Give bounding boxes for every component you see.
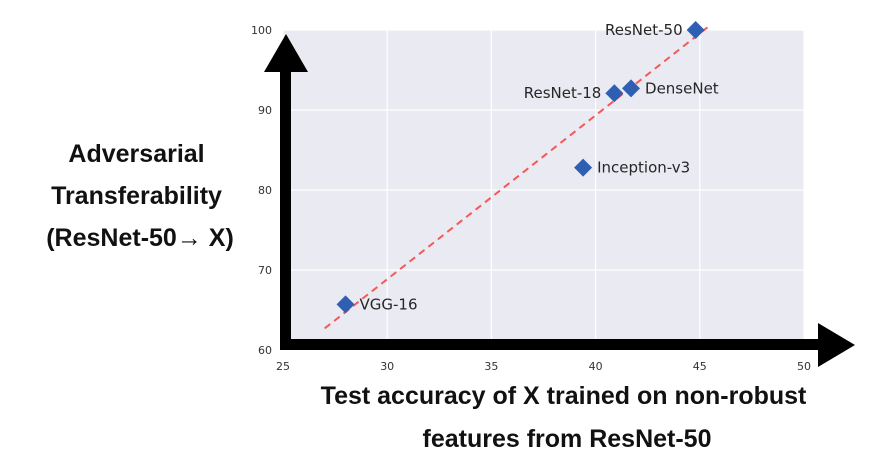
data-point-marker xyxy=(574,158,593,177)
x-tick-label: 40 xyxy=(589,360,603,373)
y-axis-title-line-2: Transferability xyxy=(51,182,222,210)
data-point-marker xyxy=(605,84,624,103)
x-axis-arrow xyxy=(280,323,855,367)
y-axis-title-line-1: Adversarial xyxy=(68,140,204,168)
data-point-marker xyxy=(622,79,641,98)
data-point-label: Inception-v3 xyxy=(597,159,690,177)
y-axis-title-line-3: (ResNet-50→ X) xyxy=(46,224,234,252)
x-axis-title-line-1: Test accuracy of X trained on non-robust xyxy=(321,382,807,410)
data-point-labels: VGG-16 Inception-v3 ResNet-18 DenseNet ResNe… xyxy=(360,21,719,313)
x-axis-title-line-2: features from ResNet-50 xyxy=(423,425,712,453)
y-tick-label: 70 xyxy=(258,264,272,277)
tick-labels: 25 30 35 40 45 50 60 70 80 90 100 xyxy=(251,24,811,373)
y-tick-label: 90 xyxy=(258,104,272,117)
data-point-label: ResNet-50 xyxy=(605,21,683,39)
data-points xyxy=(336,21,705,314)
data-point-marker xyxy=(686,21,705,39)
y-axis-title: Adversarial Transferability (ResNet-50→ … xyxy=(46,140,234,252)
x-tick-label: 45 xyxy=(693,360,707,373)
data-point-label: VGG-16 xyxy=(360,295,418,313)
x-tick-label: 25 xyxy=(276,360,290,373)
x-tick-label: 50 xyxy=(797,360,811,373)
trend-line xyxy=(324,24,711,330)
data-point-label: ResNet-18 xyxy=(524,84,602,102)
x-axis-title: Test accuracy of X trained on non-robust… xyxy=(321,382,814,453)
x-tick-label: 35 xyxy=(484,360,498,373)
y-tick-label: 60 xyxy=(258,344,272,357)
data-point-label: DenseNet xyxy=(645,79,719,97)
x-tick-label: 30 xyxy=(380,360,394,373)
y-tick-label: 80 xyxy=(258,184,272,197)
y-axis-arrow xyxy=(264,34,308,350)
data-point-marker xyxy=(336,295,355,314)
y-tick-label: 100 xyxy=(251,24,272,37)
